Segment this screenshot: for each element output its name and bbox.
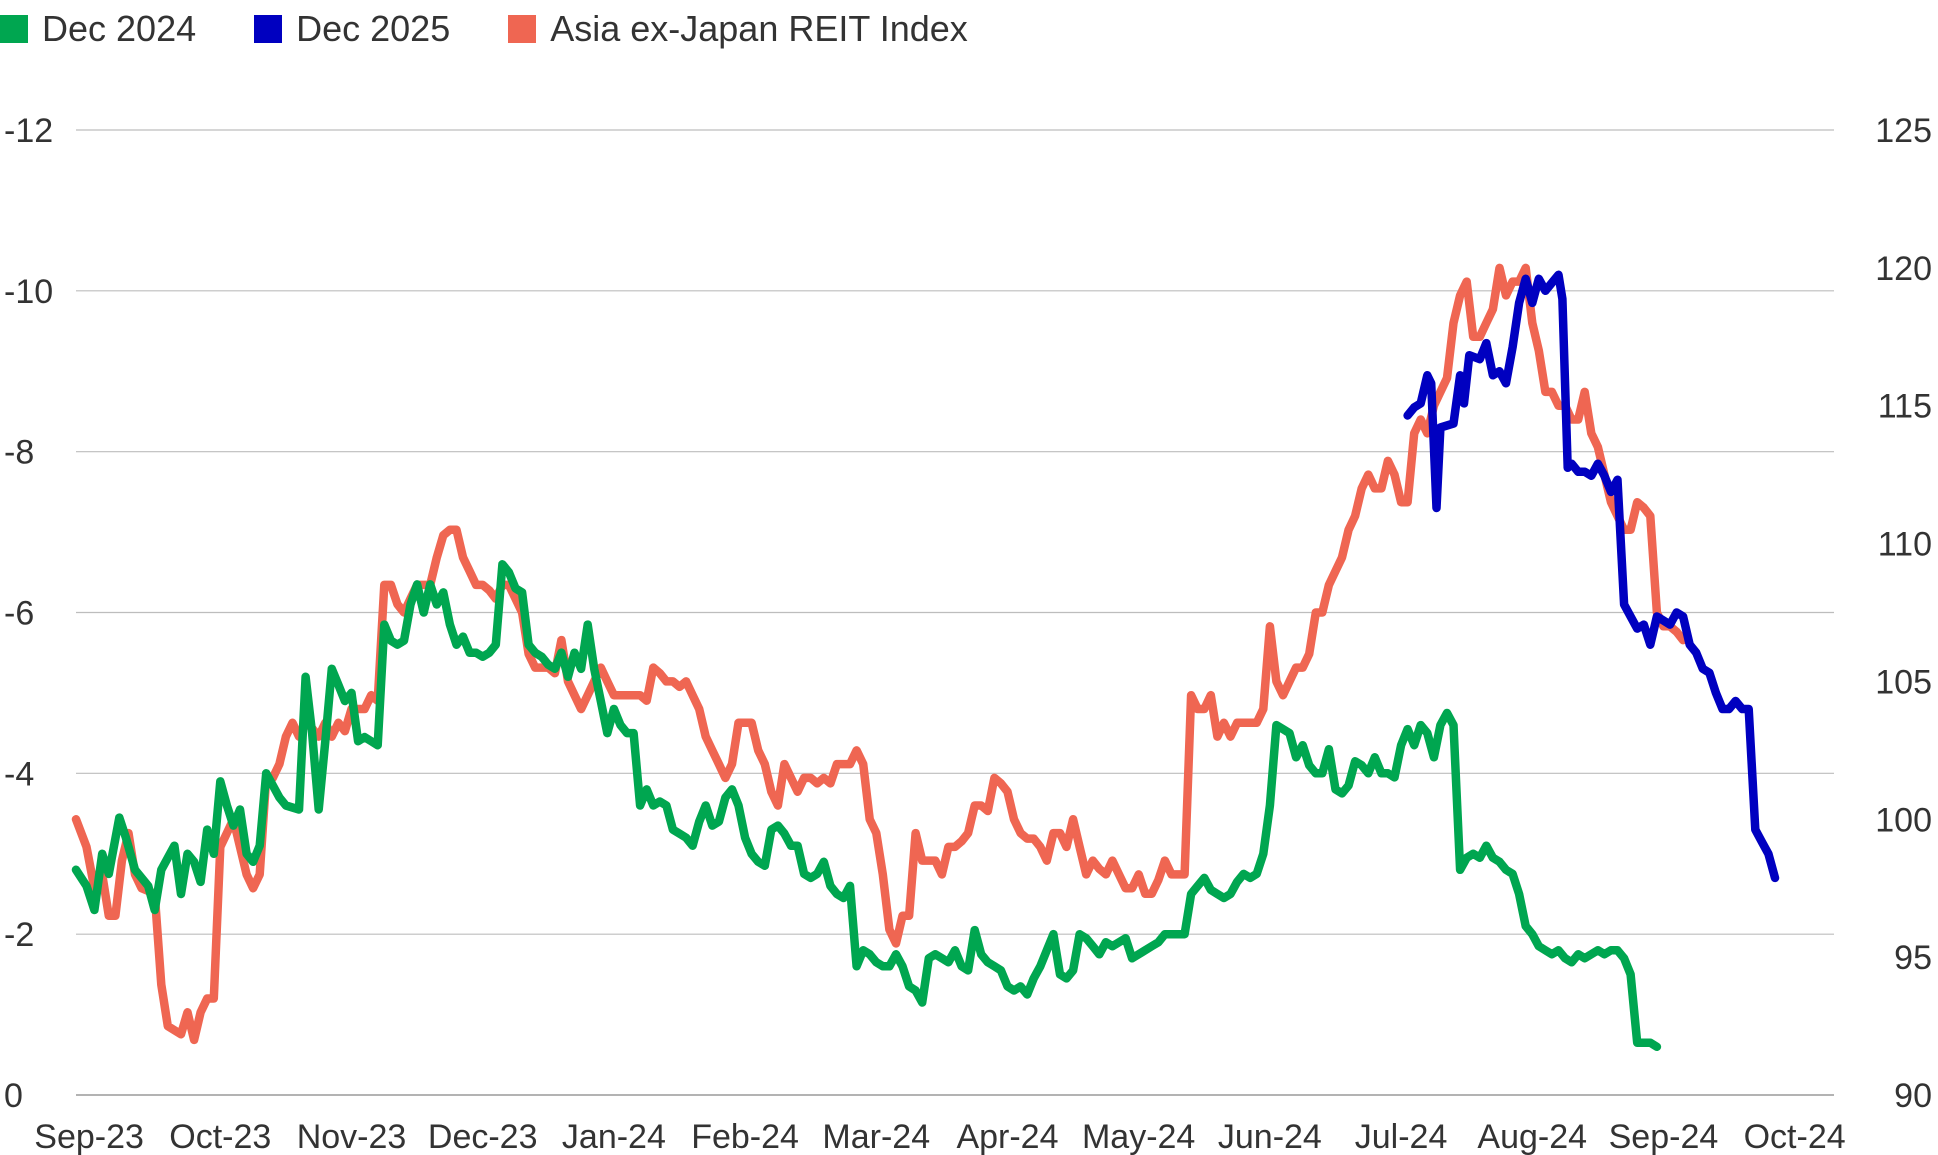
left-axis-ticks: -12 -10 -8 -6 -4 -2 0 xyxy=(4,112,53,1115)
legend-swatch-dec-2025 xyxy=(254,15,283,43)
left-tick-label: -12 xyxy=(4,112,53,150)
x-tick-label: Jan-24 xyxy=(562,1118,666,1155)
right-tick-label: 105 xyxy=(1875,663,1932,701)
left-tick-label: 0 xyxy=(4,1077,23,1115)
legend-item-dec-2025: Dec 2025 xyxy=(254,8,450,50)
right-tick-label: 90 xyxy=(1894,1077,1932,1115)
left-tick-label: -10 xyxy=(4,273,53,311)
legend-swatch-reit-index xyxy=(508,15,537,43)
x-tick-label: Oct-24 xyxy=(1744,1118,1846,1155)
legend-item-dec-2024: Dec 2024 xyxy=(0,8,196,50)
series-line-dec-2025 xyxy=(1403,270,1780,883)
x-tick-label: Dec-23 xyxy=(428,1118,538,1155)
legend-swatch-dec-2024 xyxy=(0,15,28,43)
legend-item-reit-index: Asia ex-Japan REIT Index xyxy=(508,8,968,50)
x-tick-label: Mar-24 xyxy=(822,1118,930,1155)
x-tick-label: May-24 xyxy=(1082,1118,1195,1155)
left-tick-label: -6 xyxy=(4,595,34,633)
x-tick-label: Jun-24 xyxy=(1218,1118,1322,1155)
right-tick-label: 100 xyxy=(1875,801,1932,839)
right-tick-label: 115 xyxy=(1878,388,1932,426)
right-tick-label: 110 xyxy=(1878,526,1932,564)
chart-legend: Dec 2024 Dec 2025 Asia ex-Japan REIT Ind… xyxy=(0,6,1026,52)
x-axis-ticks: Sep-23 Oct-23 Nov-23 Dec-23 Jan-24 Feb-24 Mar-… xyxy=(34,1118,1845,1155)
right-tick-label: 125 xyxy=(1875,112,1932,150)
x-tick-label: Jul-24 xyxy=(1355,1118,1448,1155)
x-tick-label: Oct-23 xyxy=(169,1118,271,1155)
right-axis-ticks: 125 120 115 110 105 100 95 90 xyxy=(1875,112,1932,1115)
series-line-dec-2024 xyxy=(71,560,1662,1052)
left-tick-label: -2 xyxy=(4,916,34,954)
x-tick-label: Feb-24 xyxy=(691,1118,799,1155)
left-tick-label: -8 xyxy=(4,434,34,472)
right-tick-label: 95 xyxy=(1894,939,1932,977)
x-tick-label: Nov-23 xyxy=(297,1118,407,1155)
series-lines xyxy=(71,263,1780,1052)
grid-lines xyxy=(76,129,1834,1096)
x-tick-label: Apr-24 xyxy=(956,1118,1058,1155)
x-tick-label: Aug-24 xyxy=(1477,1118,1587,1155)
legend-label-dec-2025: Dec 2025 xyxy=(296,8,451,49)
x-tick-label: Sep-23 xyxy=(34,1118,144,1155)
left-tick-label: -4 xyxy=(4,755,34,793)
legend-label-dec-2024: Dec 2024 xyxy=(42,8,197,49)
right-tick-label: 120 xyxy=(1875,250,1932,288)
series-line-asia-ex-japan-reit-index xyxy=(71,263,1688,1045)
legend-label-reit-index: Asia ex-Japan REIT Index xyxy=(550,8,968,49)
x-tick-label: Sep-24 xyxy=(1609,1118,1719,1155)
